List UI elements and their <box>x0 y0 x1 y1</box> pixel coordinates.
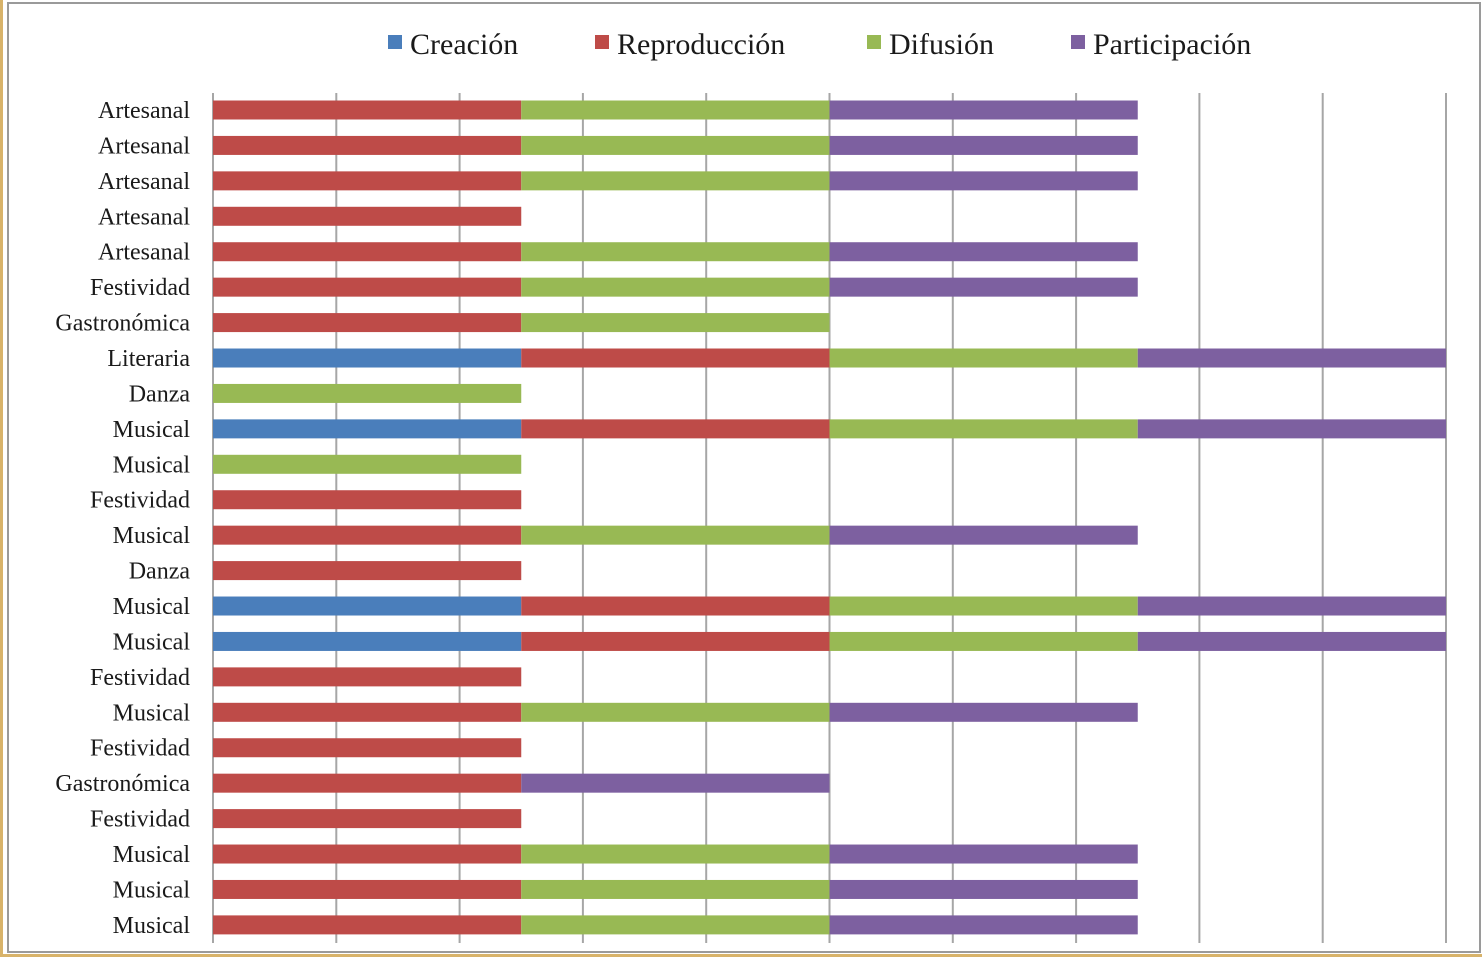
bar-reproduccion <box>213 277 522 297</box>
gridlines <box>212 93 1447 943</box>
category-label: Gastronómica <box>55 771 190 797</box>
bar-reproduccion <box>213 171 522 191</box>
bar-difusion <box>521 525 830 545</box>
category-label: Danza <box>129 559 191 585</box>
bar-difusion <box>521 100 830 120</box>
category-label: Danza <box>129 381 191 407</box>
category-labels: Artesanal Artesanal Artesanal Artesanal Arte… <box>55 98 190 939</box>
bar-participacion <box>829 135 1138 155</box>
bar-reproduccion <box>213 809 522 829</box>
bar-difusion <box>521 277 830 297</box>
legend-swatch-difusion <box>867 35 881 49</box>
bar-difusion <box>829 348 1138 368</box>
bar-participacion <box>1137 596 1446 616</box>
legend-label-creacion: Creación <box>410 28 518 61</box>
bar-creacion <box>213 348 522 368</box>
chart-panel <box>7 2 1481 953</box>
bar-reproduccion <box>213 490 522 510</box>
bar-reproduccion <box>213 561 522 581</box>
legend: Creación Reproducción Difusión Participació… <box>388 28 1251 61</box>
bar-difusion <box>521 915 830 935</box>
bar-participacion <box>829 702 1138 722</box>
bar-reproduccion <box>213 879 522 899</box>
bar-participacion <box>829 525 1138 545</box>
bar-reproduccion <box>521 631 830 651</box>
category-label: Gastronómica <box>55 311 190 337</box>
category-label: Musical <box>113 452 191 478</box>
bars <box>213 100 1446 935</box>
category-label: Musical <box>113 629 191 655</box>
category-label: Musical <box>113 877 191 903</box>
bar-difusion <box>829 419 1138 439</box>
category-label: Musical <box>113 842 191 868</box>
legend-label-participacion: Participación <box>1093 28 1251 61</box>
bar-difusion <box>829 596 1138 616</box>
bar-participacion <box>829 277 1138 297</box>
category-label: Artesanal <box>98 133 190 159</box>
legend-label-reproduccion: Reproducción <box>617 28 785 61</box>
bar-participacion <box>521 773 830 793</box>
bar-difusion <box>521 135 830 155</box>
bar-reproduccion <box>213 738 522 758</box>
bar-reproduccion <box>521 348 830 368</box>
bar-reproduccion <box>213 135 522 155</box>
category-label: Literaria <box>107 346 190 372</box>
bar-reproduccion <box>521 419 830 439</box>
category-label: Festividad <box>90 488 190 514</box>
bar-participacion <box>1137 631 1446 651</box>
category-label: Festividad <box>90 275 190 301</box>
bar-reproduccion <box>213 773 522 793</box>
bar-creacion <box>213 419 522 439</box>
bar-participacion <box>829 100 1138 120</box>
bar-difusion <box>521 844 830 864</box>
bar-difusion <box>521 879 830 899</box>
bar-participacion <box>829 242 1138 262</box>
category-label: Festividad <box>90 736 190 762</box>
bar-reproduccion <box>213 206 522 226</box>
category-label: Artesanal <box>98 98 190 124</box>
bar-reproduccion <box>213 242 522 262</box>
bar-difusion <box>829 631 1138 651</box>
bar-creacion <box>213 596 522 616</box>
category-label: Musical <box>113 417 191 443</box>
bar-reproduccion <box>213 844 522 864</box>
bar-difusion <box>521 242 830 262</box>
bar-reproduccion <box>213 702 522 722</box>
category-label: Artesanal <box>98 204 190 230</box>
bar-difusion <box>521 171 830 191</box>
category-label: Musical <box>113 700 191 726</box>
bar-participacion <box>1137 348 1446 368</box>
bar-participacion <box>829 171 1138 191</box>
bar-reproduccion <box>213 667 522 687</box>
category-label: Festividad <box>90 807 190 833</box>
bar-participacion <box>829 879 1138 899</box>
category-label: Musical <box>113 523 191 549</box>
bar-reproduccion <box>213 915 522 935</box>
bar-difusion <box>213 383 522 403</box>
legend-swatch-creacion <box>388 35 402 49</box>
bar-difusion <box>521 313 830 333</box>
bar-difusion <box>213 454 522 474</box>
bar-participacion <box>1137 419 1446 439</box>
category-label: Festividad <box>90 665 190 691</box>
bar-reproduccion <box>213 313 522 333</box>
bar-participacion <box>829 915 1138 935</box>
category-label: Musical <box>113 913 191 939</box>
bar-difusion <box>521 702 830 722</box>
bar-creacion <box>213 631 522 651</box>
legend-swatch-reproduccion <box>595 35 609 49</box>
legend-label-difusion: Difusión <box>889 28 994 61</box>
bar-reproduccion <box>521 596 830 616</box>
bar-reproduccion <box>213 525 522 545</box>
legend-swatch-participacion <box>1071 35 1085 49</box>
category-label: Musical <box>113 594 191 620</box>
category-label: Artesanal <box>98 240 190 266</box>
category-label: Artesanal <box>98 169 190 195</box>
bar-participacion <box>829 844 1138 864</box>
bar-reproduccion <box>213 100 522 120</box>
